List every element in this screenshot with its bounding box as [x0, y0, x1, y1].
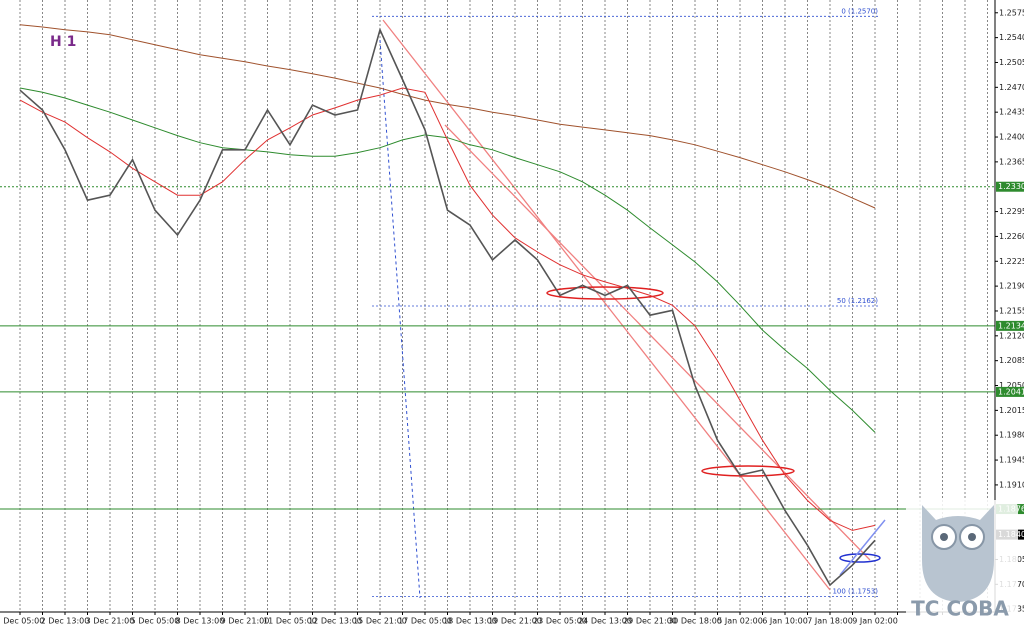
y-tick-label: 1.2015	[999, 406, 1024, 415]
x-tick-label: 9 Dec 21:00	[221, 617, 270, 626]
owl-body	[922, 505, 994, 602]
level-label-bg	[996, 181, 1024, 192]
channel-line	[382, 19, 831, 591]
y-tick-label: 1.2295	[999, 207, 1024, 216]
x-tick-label: 5 Dec 05:00	[131, 617, 180, 626]
fib-label: 50 (1.2162)	[837, 297, 878, 305]
level-label: 1.2134	[998, 321, 1024, 330]
owl-pupil	[968, 533, 976, 541]
x-tick-label: 18 Dec 13:00	[443, 617, 497, 626]
x-tick-label: 11 Dec 05:00	[263, 617, 317, 626]
fib-label: 0 (1.2570)	[841, 7, 878, 15]
x-tick-label: 17 Dec 05:00	[398, 617, 452, 626]
x-tick-label: 30 Dec 18:00	[668, 617, 722, 626]
level-label: 1.2041	[998, 387, 1024, 396]
ellipse	[546, 286, 664, 300]
series-line	[19, 27, 876, 587]
fib-label: 100 (1.1753)	[832, 587, 878, 595]
x-tick-label: 3 Dec 21:00	[86, 617, 135, 626]
x-tick-label: 5 Jan 02:00	[717, 617, 763, 626]
y-tick-label: 1.2400	[999, 133, 1024, 142]
series-line	[19, 87, 876, 531]
x-tick-label: 23 Dec 05:00	[533, 617, 587, 626]
x-tick-label: 29 Dec 21:00	[623, 617, 677, 626]
x-tick-label: 9 Jan 02:00	[852, 617, 898, 626]
y-tick-label: 1.2120	[999, 331, 1024, 340]
channel-line	[444, 124, 871, 561]
logo: ТС СОВА	[906, 500, 1018, 621]
series-line	[19, 24, 876, 209]
y-tick-label: 1.2225	[999, 257, 1024, 266]
y-tick-label: 1.2085	[999, 356, 1024, 365]
y-tick-label: 1.1980	[999, 431, 1024, 440]
y-tick-label: 1.2365	[999, 157, 1024, 166]
x-tick-label: 2 Dec 13:00	[41, 617, 90, 626]
y-tick-label: 1.2050	[999, 381, 1024, 390]
x-tick-label: 6 Jan 10:00	[762, 617, 808, 626]
y-tick-label: 1.2540	[999, 33, 1024, 42]
series-line	[19, 87, 876, 433]
y-tick-label: 1.2575	[999, 8, 1024, 17]
decorations	[379, 19, 886, 599]
level-label-bg	[996, 320, 1024, 331]
x-tick-label: 19 Dec 21:00	[488, 617, 542, 626]
arrow	[839, 519, 886, 576]
y-tick-label: 1.2190	[999, 282, 1024, 291]
y-tick-label: 1.2260	[999, 232, 1024, 241]
x-tick-label: 24 Dec 13:00	[578, 617, 632, 626]
x-tick-label: 15 Dec 21:00	[353, 617, 407, 626]
owl-pupil	[940, 533, 948, 541]
ellipse	[701, 465, 795, 477]
x-tick-label: 8 Dec 13:00	[176, 617, 225, 626]
y-tick-label: 1.2435	[999, 108, 1024, 117]
timeframe: H 1	[50, 34, 76, 50]
logo-text: ТС СОВА	[911, 597, 1009, 621]
y-tick-label: 1.2155	[999, 306, 1024, 315]
plot: 0 (1.2570) 50 (1.2162) 100 (1.1753)	[0, 7, 995, 597]
level-label: 1.2330	[998, 182, 1024, 191]
x-tick-label: 1 Dec 05:00	[0, 617, 44, 626]
y-tick-label: 1.1910	[999, 480, 1024, 489]
ellipse	[839, 553, 881, 563]
level-label-bg	[996, 386, 1024, 397]
y-tick-label: 1.1945	[999, 456, 1024, 465]
x-tick-label: 12 Dec 13:00	[308, 617, 362, 626]
x-tick-label: 7 Jan 18:00	[807, 617, 853, 626]
y-tick-label: 1.2505	[999, 58, 1024, 67]
y-tick-label: 1.2470	[999, 83, 1024, 92]
